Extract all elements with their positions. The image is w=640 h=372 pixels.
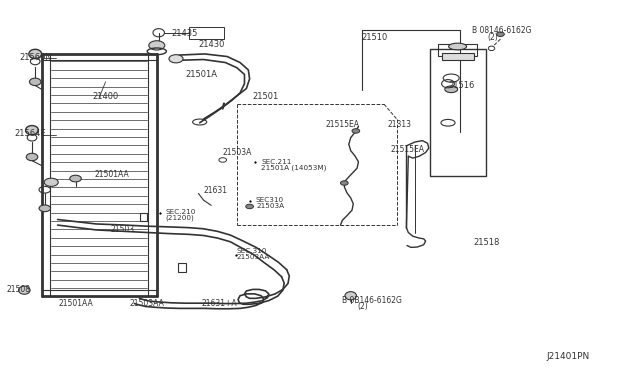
Text: 21501A: 21501A	[186, 70, 218, 79]
Text: B 08146-6162G: B 08146-6162G	[472, 26, 532, 35]
Ellipse shape	[149, 41, 165, 50]
Text: (2): (2)	[488, 33, 499, 42]
Text: B 0B146-6162G: B 0B146-6162G	[342, 296, 403, 305]
Text: (21200): (21200)	[165, 215, 194, 221]
Ellipse shape	[449, 43, 467, 50]
Ellipse shape	[70, 175, 81, 182]
Text: 21503AA: 21503AA	[237, 254, 270, 260]
Text: 21515EA: 21515EA	[390, 145, 424, 154]
Text: 21501: 21501	[253, 92, 279, 101]
Text: 21564E: 21564E	[14, 129, 45, 138]
Text: 21518: 21518	[474, 238, 500, 247]
Text: SEC.211: SEC.211	[261, 159, 291, 165]
Text: 21430: 21430	[198, 40, 225, 49]
Bar	[178, 263, 186, 272]
Ellipse shape	[246, 204, 253, 209]
Text: 21501A (14053M): 21501A (14053M)	[261, 165, 326, 171]
Text: (2): (2)	[357, 302, 368, 311]
Text: SEC.210: SEC.210	[165, 209, 195, 215]
Ellipse shape	[445, 86, 458, 93]
Text: J21401PN: J21401PN	[547, 352, 590, 361]
Ellipse shape	[352, 129, 360, 133]
Ellipse shape	[29, 49, 42, 58]
Ellipse shape	[44, 178, 58, 186]
Text: 21510: 21510	[362, 33, 388, 42]
Text: 21501AA: 21501AA	[59, 299, 93, 308]
Text: 21503: 21503	[110, 225, 134, 234]
Ellipse shape	[19, 286, 30, 294]
Text: 21503A: 21503A	[256, 203, 284, 209]
Text: 21516: 21516	[448, 81, 474, 90]
Ellipse shape	[39, 205, 51, 212]
Text: 21503A: 21503A	[223, 148, 252, 157]
Text: 21313: 21313	[387, 120, 412, 129]
Ellipse shape	[345, 292, 356, 300]
Bar	[140, 213, 147, 221]
Bar	[438, 44, 477, 56]
Ellipse shape	[26, 153, 38, 161]
Ellipse shape	[340, 181, 348, 185]
Text: 21435: 21435	[172, 29, 198, 38]
Ellipse shape	[169, 55, 183, 63]
Ellipse shape	[26, 126, 38, 135]
Bar	[442, 53, 474, 60]
Text: 21515EA: 21515EA	[325, 120, 359, 129]
Ellipse shape	[497, 32, 504, 36]
Text: 21631+A: 21631+A	[202, 299, 237, 308]
Text: 21400: 21400	[93, 92, 119, 101]
Text: 21560N: 21560N	[19, 53, 52, 62]
Bar	[430, 49, 486, 176]
Text: SEC310: SEC310	[256, 197, 284, 203]
Text: 21503AA: 21503AA	[129, 299, 164, 308]
Text: 21631: 21631	[204, 186, 228, 195]
Text: SEC.310: SEC.310	[237, 248, 267, 254]
Text: 21501AA: 21501AA	[95, 170, 129, 179]
Ellipse shape	[29, 78, 41, 86]
Text: 21508: 21508	[6, 285, 31, 294]
Bar	[189, 27, 224, 39]
